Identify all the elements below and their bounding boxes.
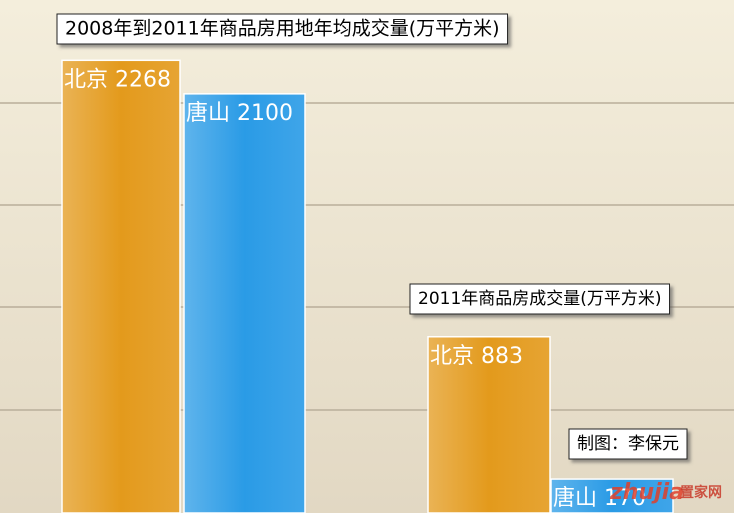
value-text: 2268 bbox=[115, 67, 171, 92]
watermark: zhujia bbox=[609, 480, 684, 505]
title-box bbox=[409, 283, 671, 315]
value-text: 883 bbox=[481, 344, 523, 369]
value-label: 北京 883 bbox=[430, 344, 523, 369]
chart-title: 制图：李保元 bbox=[577, 434, 679, 454]
bar bbox=[550, 478, 674, 514]
chart-title: 2008年到2011年商品房用地年均成交量(万平方米) bbox=[65, 18, 500, 40]
value-label: 唐山 170 bbox=[553, 486, 646, 511]
value-text: 170 bbox=[604, 486, 646, 511]
bar bbox=[61, 59, 181, 514]
chart-title: 2011年商品房成交量(万平方米) bbox=[418, 289, 662, 309]
category-label: 唐山 bbox=[553, 486, 597, 511]
title-box bbox=[568, 428, 688, 460]
bar bbox=[183, 93, 306, 514]
category-label: 北京 bbox=[430, 344, 474, 369]
category-label: 北京 bbox=[64, 67, 108, 92]
value-label: 唐山 2100 bbox=[186, 101, 293, 126]
watermark: 置家网 bbox=[680, 484, 722, 501]
value-text: 2100 bbox=[237, 101, 293, 126]
title-box bbox=[56, 13, 509, 45]
value-label: 北京 2268 bbox=[64, 67, 171, 92]
category-label: 唐山 bbox=[186, 101, 230, 126]
bar bbox=[427, 336, 551, 514]
